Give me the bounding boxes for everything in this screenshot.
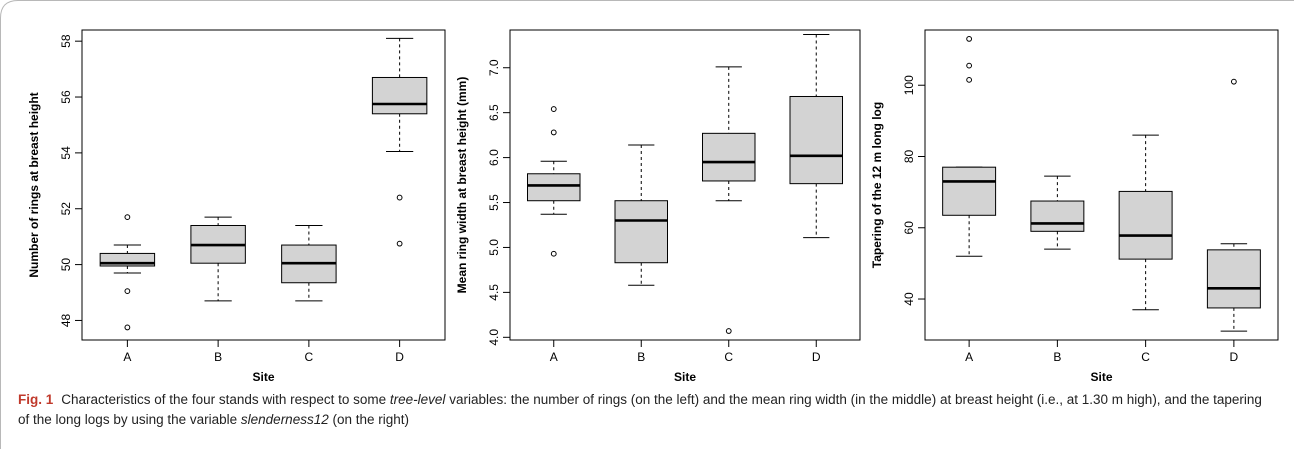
y-tick-label: 7.0 xyxy=(487,59,501,76)
figure-caption: Fig. 1 Characteristics of the four stands… xyxy=(18,390,1273,430)
outlier-point xyxy=(550,250,557,257)
box-B xyxy=(614,200,668,264)
y-axis-title: Tapering of the 12 m long log xyxy=(870,102,884,268)
plot-frame xyxy=(509,29,861,341)
y-tick-label: 50 xyxy=(59,258,73,272)
x-axis-title: Site xyxy=(674,370,696,384)
y-axis-title: Mean ring width at breast height (mm) xyxy=(455,77,469,294)
x-tick-label: C xyxy=(305,350,314,364)
y-tick-label: 52 xyxy=(59,202,73,216)
outlier-point xyxy=(550,129,557,136)
caption-text-1: Characteristics of the four stands with … xyxy=(61,392,390,407)
x-tick-label: B xyxy=(214,350,222,364)
y-tick-label: 58 xyxy=(59,34,73,48)
box-D xyxy=(371,76,428,115)
outlier-point xyxy=(725,328,732,334)
box-C xyxy=(1118,190,1173,260)
x-tick-label: C xyxy=(1141,350,1150,364)
x-tick-label: A xyxy=(123,350,131,364)
x-tick-label: C xyxy=(724,350,733,364)
x-tick-label: D xyxy=(1230,350,1239,364)
x-tick-label: D xyxy=(395,350,404,364)
outlier-point xyxy=(124,214,131,221)
outlier-point xyxy=(966,62,973,69)
x-tick-label: A xyxy=(550,350,558,364)
y-tick-label: 48 xyxy=(59,313,73,327)
outlier-point xyxy=(124,288,131,295)
y-tick-label: 40 xyxy=(902,292,916,306)
y-tick-label: 4.0 xyxy=(487,329,501,346)
box-C xyxy=(702,132,756,182)
plot-frame xyxy=(924,29,1279,341)
box-D xyxy=(789,95,843,185)
box-B xyxy=(1030,200,1085,232)
outlier-point xyxy=(396,194,403,201)
caption-text-3: (on the right) xyxy=(328,412,410,427)
outlier-point xyxy=(124,324,131,331)
y-tick-label: 6.5 xyxy=(487,104,501,121)
y-tick-label: 100 xyxy=(902,75,916,95)
y-tick-label: 4.5 xyxy=(487,284,501,301)
outlier-point xyxy=(966,36,973,42)
y-tick-label: 60 xyxy=(902,221,916,235)
figure-label: Fig. 1 xyxy=(18,392,54,407)
boxplot-figure: 48 50 52 54 56 58 A B C D Site Number of rings at b… xyxy=(27,29,1279,384)
outlier-point xyxy=(1230,78,1237,85)
caption-text-2: variables: the number of rings (on the l… xyxy=(18,392,1262,427)
box-A xyxy=(942,166,997,216)
y-tick-label: 80 xyxy=(902,150,916,164)
y-axis-title: Number of rings at breast height xyxy=(27,92,41,277)
x-axis-title: Site xyxy=(1090,370,1112,384)
x-tick-label: A xyxy=(965,350,973,364)
caption-term-1: tree-level xyxy=(389,392,446,407)
x-tick-label: D xyxy=(812,350,821,364)
caption-term-2: slenderness12 xyxy=(240,412,329,427)
x-axis-title: Site xyxy=(252,370,274,384)
x-tick-label: B xyxy=(637,350,645,364)
y-tick-label: 5.0 xyxy=(487,239,501,256)
box-D xyxy=(1206,249,1261,309)
y-tick-label: 5.5 xyxy=(487,194,501,211)
y-tick-label: 54 xyxy=(59,146,73,160)
outlier-point xyxy=(550,106,557,112)
box-A xyxy=(527,173,581,202)
outlier-point xyxy=(966,76,973,83)
x-tick-label: B xyxy=(1053,350,1061,364)
y-tick-label: 6.0 xyxy=(487,149,501,166)
y-tick-label: 56 xyxy=(59,90,73,104)
outlier-point xyxy=(396,240,403,247)
plot-frame xyxy=(81,29,446,341)
